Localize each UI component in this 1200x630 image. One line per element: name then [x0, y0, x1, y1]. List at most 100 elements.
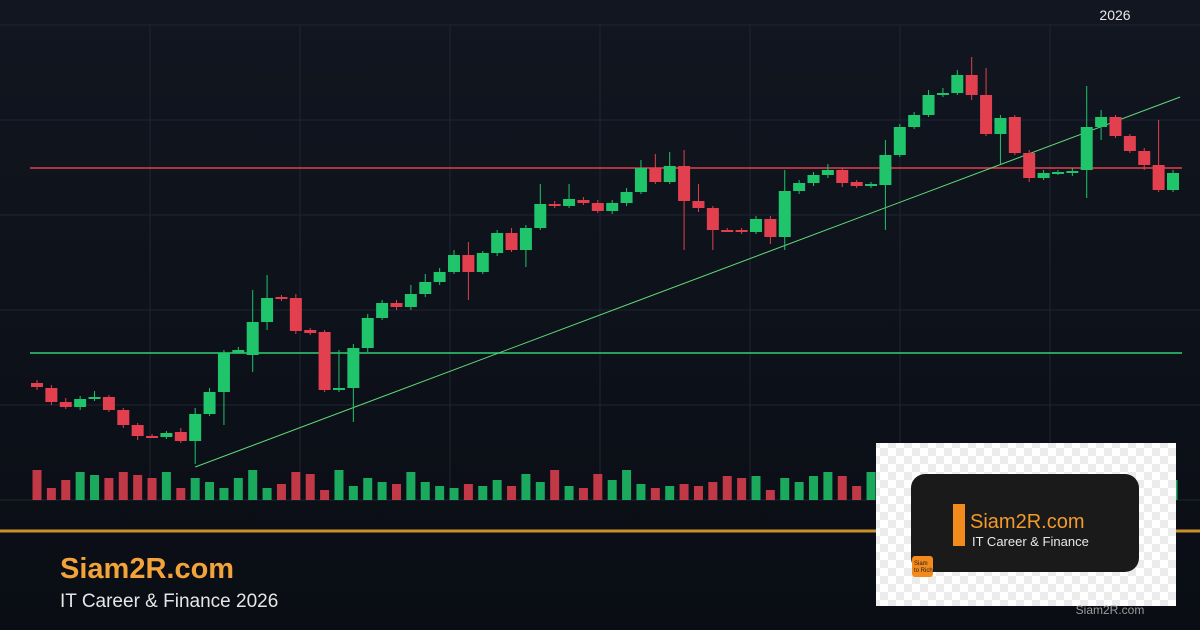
- candle-body: [304, 330, 317, 333]
- volume-bar: [420, 482, 430, 500]
- candle-body: [1066, 171, 1079, 173]
- volume-bar: [650, 488, 660, 500]
- candle-body: [146, 436, 159, 438]
- volume-bar: [636, 484, 646, 500]
- volume-bar: [190, 478, 200, 500]
- candle-body: [721, 230, 734, 232]
- candle-body: [347, 348, 360, 388]
- candle-body: [965, 75, 978, 95]
- volume-bar: [507, 486, 517, 500]
- volume-bar: [550, 470, 560, 500]
- candle-body: [117, 410, 130, 425]
- candle-body: [1109, 117, 1122, 136]
- candle-body: [563, 199, 576, 206]
- volume-bar: [535, 482, 545, 500]
- candle-body: [45, 388, 58, 402]
- candle-body: [433, 272, 446, 282]
- volume-bar: [75, 472, 85, 500]
- candle-body: [850, 182, 863, 186]
- candle-body: [505, 233, 518, 250]
- logo: Siam2R.com IT Career & Finance Siam to R…: [876, 443, 1176, 617]
- logo-subtitle: IT Career & Finance: [972, 534, 1089, 549]
- volume-bar: [780, 478, 790, 500]
- volume-bar: [104, 478, 114, 500]
- volume-bar: [176, 488, 186, 500]
- candle-body: [620, 192, 633, 203]
- candle-body: [232, 350, 245, 353]
- candle-body: [419, 282, 432, 294]
- candle-body: [102, 397, 115, 410]
- candle-body: [1051, 172, 1064, 174]
- candle-body: [936, 93, 949, 95]
- year-label: 2026: [1099, 7, 1130, 23]
- logo-bar: [953, 504, 965, 546]
- volume-bar: [665, 486, 675, 500]
- volume-bar: [161, 472, 171, 500]
- candle-body: [591, 203, 604, 211]
- candle-body: [376, 303, 389, 318]
- candle-body: [951, 75, 964, 93]
- candle-body: [922, 95, 935, 115]
- candle-body: [836, 170, 849, 183]
- volume-bar: [334, 470, 344, 500]
- candle-body: [448, 255, 461, 272]
- candle-body: [663, 166, 676, 182]
- candle-body: [390, 303, 403, 307]
- candle-body: [778, 191, 791, 237]
- candle-body: [361, 318, 374, 348]
- volume-bar: [622, 470, 632, 500]
- volume-bar: [363, 478, 373, 500]
- volume-bar: [219, 488, 229, 500]
- volume-bar: [276, 484, 286, 500]
- volume-bar: [751, 476, 761, 500]
- candle-body: [764, 219, 777, 237]
- volume-bar: [133, 475, 143, 500]
- candle-body: [519, 228, 532, 250]
- candle-body: [893, 127, 906, 155]
- volume-bar: [492, 480, 502, 500]
- candle-body: [131, 425, 144, 436]
- grid: [0, 24, 1200, 501]
- candle-body: [1080, 127, 1093, 170]
- volume-bar: [377, 482, 387, 500]
- volume-bar: [348, 486, 358, 500]
- candle-body: [289, 298, 302, 331]
- candle-body: [189, 414, 202, 441]
- volume-bar: [305, 474, 315, 500]
- candle-body: [476, 253, 489, 272]
- volume-bar: [320, 490, 330, 500]
- candle-body: [994, 118, 1007, 134]
- candle-body: [160, 433, 173, 437]
- trend-line: [195, 96, 1181, 468]
- candle-body: [217, 353, 230, 392]
- volume-bar: [693, 486, 703, 500]
- brand-title: Siam2R.com: [60, 553, 234, 585]
- candle-body: [749, 219, 762, 232]
- volume-bar: [708, 482, 718, 500]
- candle-body: [692, 201, 705, 208]
- candle-body: [1023, 153, 1036, 178]
- candle-body: [59, 402, 72, 407]
- candle-body: [491, 233, 504, 253]
- candle-body: [74, 399, 87, 407]
- candle-body: [1037, 173, 1050, 178]
- candle-body: [261, 298, 274, 322]
- candle-body: [462, 255, 475, 272]
- candle-body: [865, 184, 878, 186]
- candle-body: [678, 166, 691, 201]
- volume-bar: [809, 476, 819, 500]
- volume-bar: [794, 482, 804, 500]
- candle-body: [275, 297, 288, 299]
- volume-bar: [262, 488, 272, 500]
- volume-bar: [564, 486, 574, 500]
- candle-body: [88, 397, 101, 399]
- volume-bar: [32, 470, 42, 500]
- volume-bar: [391, 484, 401, 500]
- volume-bar: [852, 486, 862, 500]
- candle-body: [1008, 117, 1021, 153]
- volume-bar: [607, 480, 617, 500]
- candle-body: [404, 294, 417, 307]
- candle-body: [246, 322, 259, 355]
- volume-bar: [463, 484, 473, 500]
